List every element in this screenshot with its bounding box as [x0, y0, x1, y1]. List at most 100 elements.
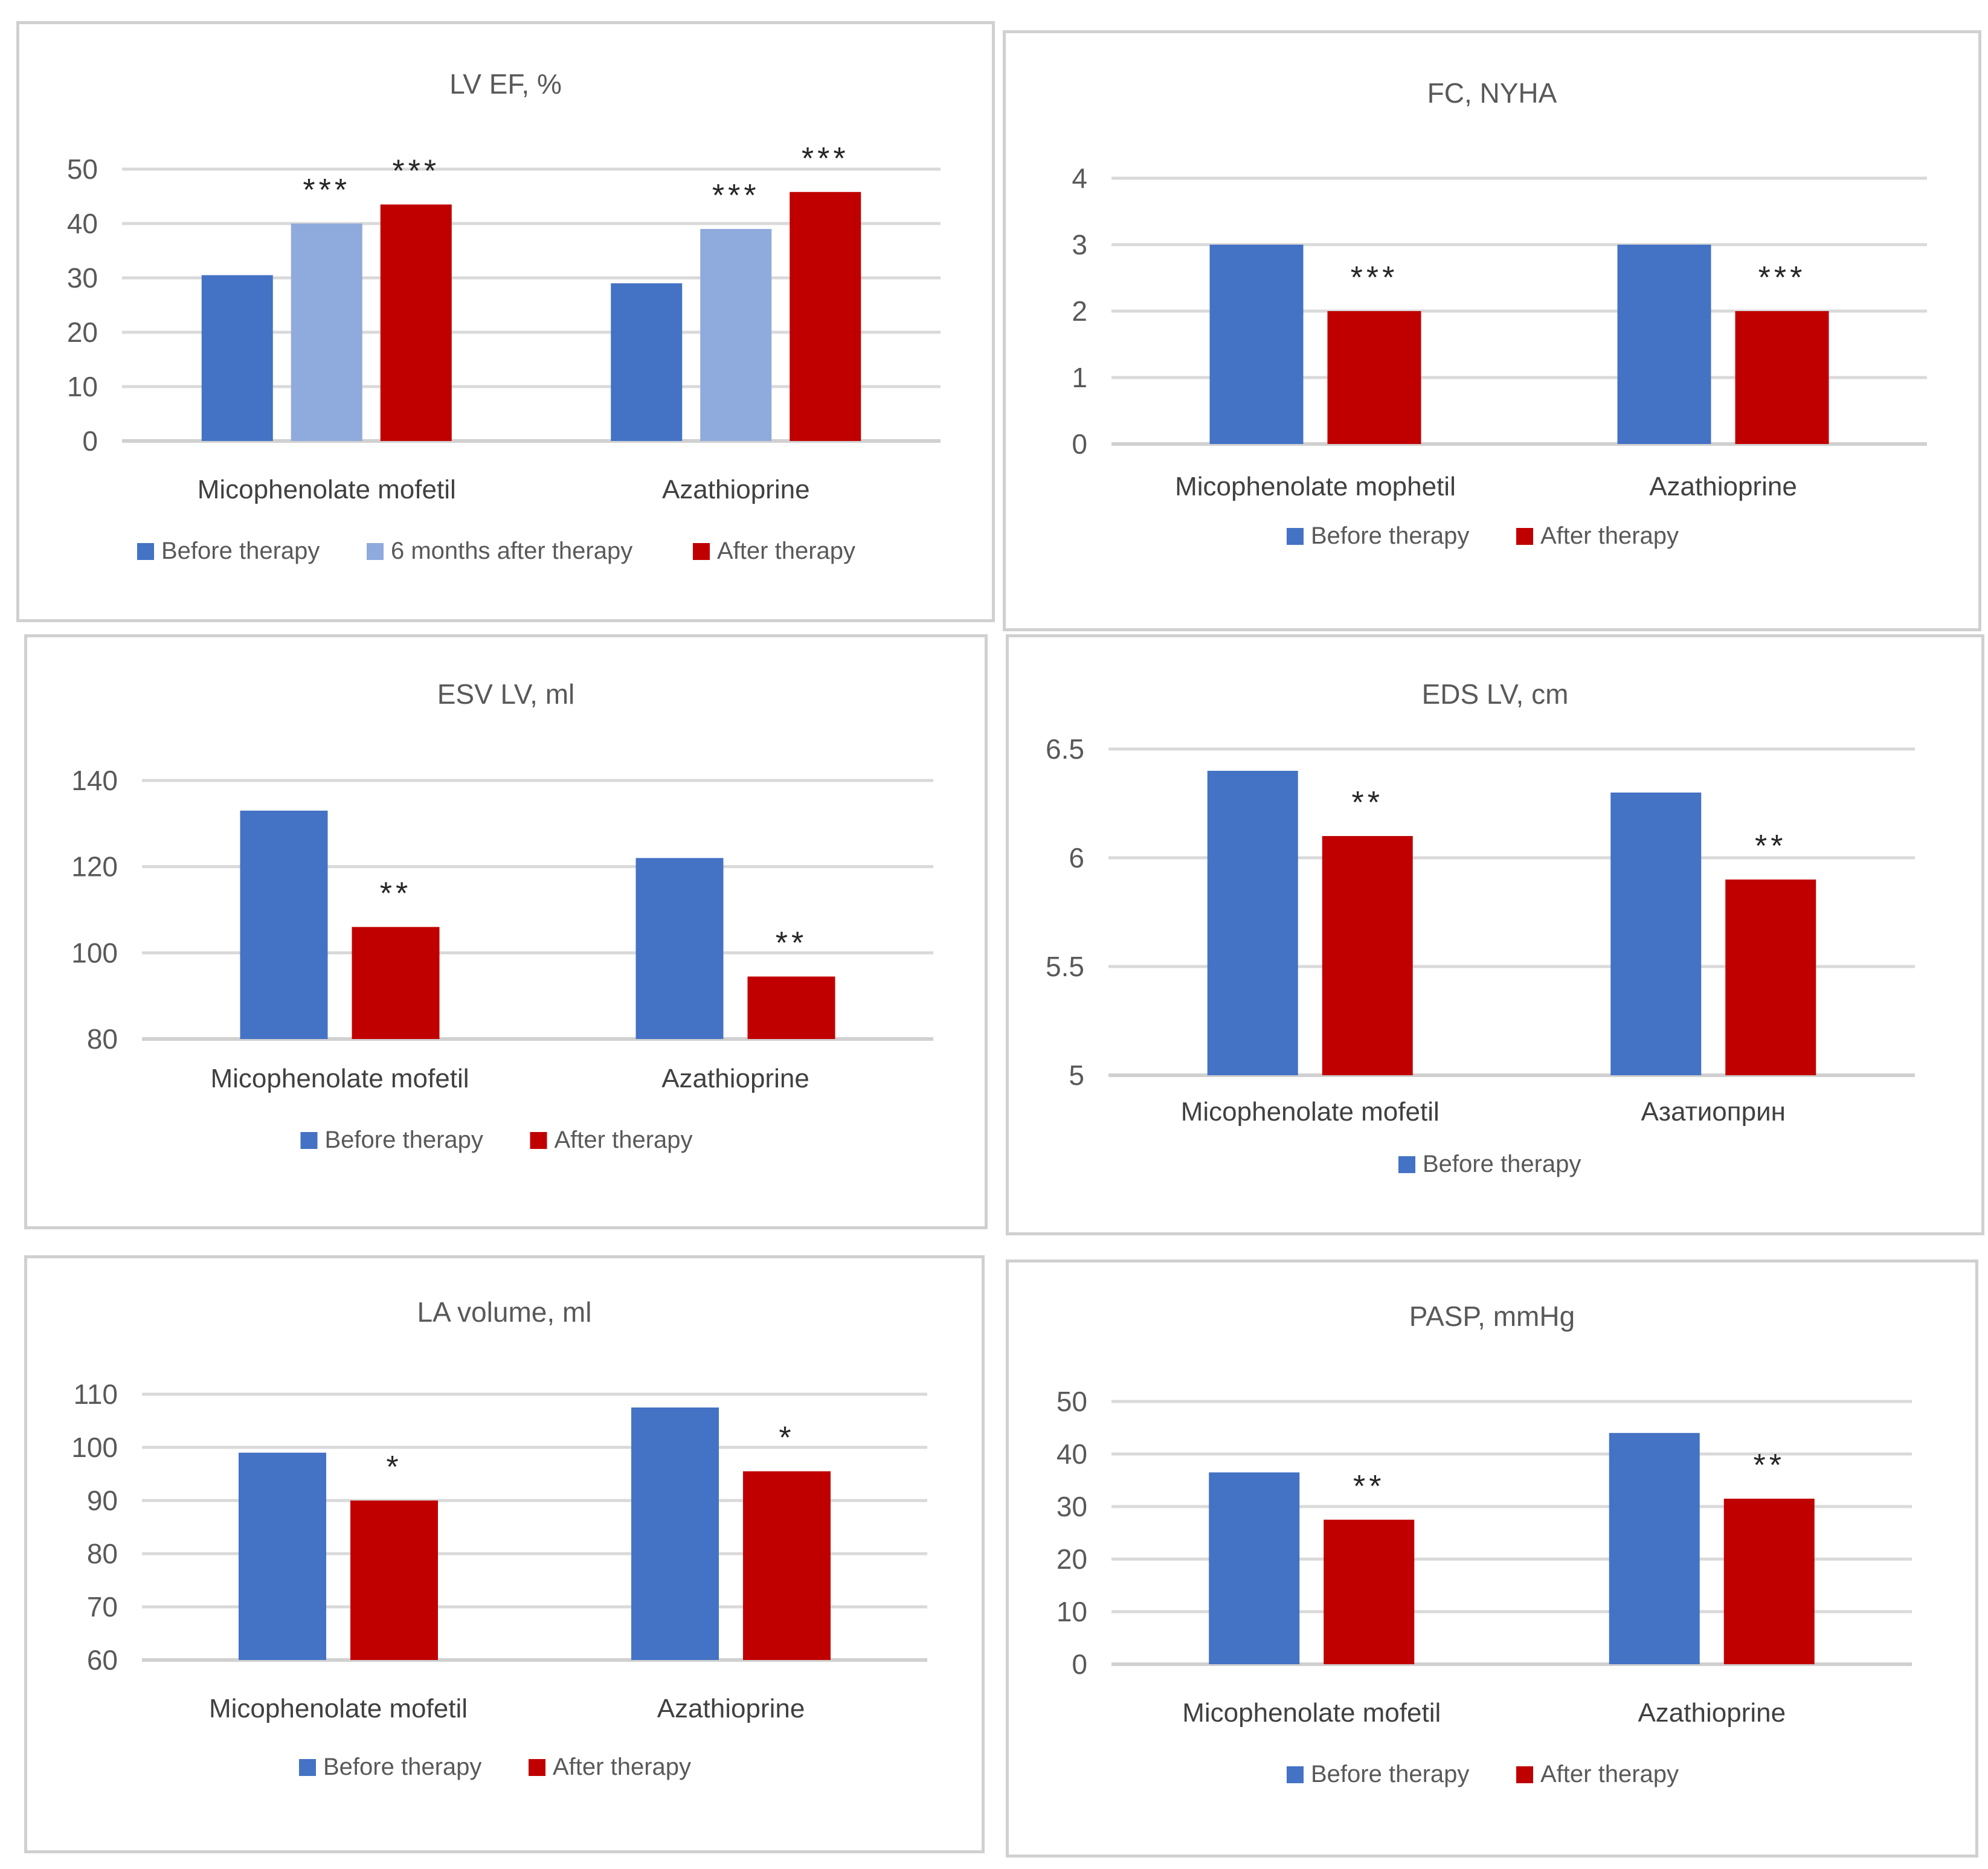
y-tick-label: 30: [67, 262, 98, 294]
bar[interactable]: [611, 283, 683, 441]
chart-svg: LA volume, ml 60 70 80 90 100 110 * Micophenolat…: [71, 1296, 927, 1780]
bar[interactable]: [1209, 1472, 1300, 1664]
y-tick-label: 100: [71, 937, 118, 968]
legend-swatch: [693, 543, 710, 560]
legend-swatch: [1516, 1766, 1533, 1783]
category-label: Micophenolate mofetil: [209, 1694, 468, 1723]
chart-panel-fc-nyha: FC, NYHA 0 1 2 3 4 *** Micophenolate mophetil **…: [1003, 30, 1981, 631]
category-label: Azathioprine: [1638, 1698, 1786, 1728]
legend-swatch: [530, 1132, 547, 1149]
bar[interactable]: [631, 1407, 719, 1660]
significance-label: ***: [392, 154, 440, 189]
category-label: Azathioprine: [661, 1064, 809, 1093]
bar[interactable]: [1322, 836, 1413, 1075]
chart-panel-pasp: PASP, mmHg 0 10 20 30 40 50 ** Micophenolate mof…: [1006, 1259, 1978, 1858]
significance-label: ***: [802, 141, 849, 176]
significance-label: ***: [1351, 260, 1398, 295]
chart-panel-eds-lv: EDS LV, cm 5 5.5 6 6.5 ** Micophenolate mofeti…: [1006, 634, 1984, 1235]
y-tick-label: 120: [71, 851, 118, 883]
y-tick-label: 5.5: [1046, 951, 1084, 982]
bar[interactable]: [291, 224, 362, 441]
chart-title: FC, NYHA: [1427, 77, 1557, 109]
legend-swatch: [299, 1759, 316, 1776]
legend-swatch: [529, 1759, 545, 1776]
significance-label: **: [1353, 1469, 1385, 1504]
chart-title: PASP, mmHg: [1409, 1301, 1575, 1332]
y-tick-label: 0: [1072, 428, 1087, 460]
bar[interactable]: [1735, 311, 1829, 444]
chart-svg: EDS LV, cm 5 5.5 6 6.5 ** Micophenolate mofeti…: [1046, 678, 1915, 1177]
y-tick-label: 20: [67, 317, 98, 348]
legend-label: Before therapy: [1311, 1761, 1469, 1787]
chart-title: LV EF, %: [449, 68, 562, 100]
significance-label: ***: [1758, 260, 1806, 295]
legend-label: Before therapy: [161, 538, 320, 564]
legend-label: 6 months after therapy: [391, 538, 632, 564]
bar[interactable]: [201, 275, 273, 442]
y-tick-label: 1: [1072, 362, 1087, 393]
y-tick-label: 20: [1057, 1543, 1087, 1575]
bar[interactable]: [240, 810, 328, 1039]
chart-title: LA volume, ml: [417, 1296, 592, 1328]
significance-label: *: [779, 1421, 794, 1456]
bar[interactable]: [790, 191, 861, 441]
bar[interactable]: [635, 858, 724, 1039]
y-tick-label: 6.5: [1046, 733, 1084, 765]
legend-swatch: [367, 543, 384, 560]
bar[interactable]: [1610, 793, 1702, 1075]
category-label: Азатиоприн: [1641, 1097, 1786, 1127]
y-tick-label: 40: [1057, 1438, 1087, 1470]
category-label: Azathioprine: [657, 1694, 805, 1723]
bar[interactable]: [1723, 1498, 1815, 1664]
bar[interactable]: [380, 204, 452, 442]
legend-label: After therapy: [1540, 1761, 1679, 1787]
legend-swatch: [300, 1132, 318, 1149]
y-tick-label: 50: [1057, 1386, 1087, 1417]
bar[interactable]: [747, 976, 835, 1039]
chart-svg: LV EF, % 0 10 20 30 40 50 *** *** Micophenolate m…: [67, 68, 941, 564]
y-tick-label: 140: [71, 765, 118, 796]
legend-swatch: [1398, 1156, 1415, 1173]
significance-label: **: [1754, 1448, 1785, 1483]
legend-label: After therapy: [555, 1127, 693, 1153]
bar[interactable]: [1324, 1519, 1415, 1664]
significance-label: **: [380, 877, 411, 912]
y-tick-label: 40: [67, 208, 98, 239]
bar[interactable]: [1725, 880, 1816, 1075]
category-label: Micophenolate mofetil: [1182, 1698, 1441, 1728]
y-tick-label: 70: [87, 1591, 118, 1623]
bar[interactable]: [1617, 245, 1711, 444]
significance-label: ***: [303, 173, 350, 208]
chart-panel-lv-ef: LV EF, % 0 10 20 30 40 50 *** *** Micophenolate m…: [16, 21, 995, 622]
bar[interactable]: [1209, 245, 1304, 444]
bar[interactable]: [350, 1501, 438, 1660]
y-tick-label: 110: [74, 1378, 118, 1410]
y-tick-label: 0: [1072, 1649, 1087, 1680]
bar[interactable]: [1207, 771, 1298, 1075]
y-tick-label: 100: [71, 1432, 118, 1463]
bar[interactable]: [239, 1452, 326, 1660]
y-tick-label: 60: [87, 1644, 118, 1676]
bar[interactable]: [700, 229, 772, 441]
chart-svg: ESV LV, ml 80 100 120 140 ** Micophenolate mof…: [71, 678, 933, 1153]
category-label: Micophenolate mophetil: [1175, 472, 1456, 501]
bar[interactable]: [1609, 1433, 1700, 1664]
significance-label: *: [386, 1450, 402, 1485]
bar[interactable]: [352, 927, 440, 1039]
significance-label: **: [1352, 785, 1383, 820]
bar[interactable]: [743, 1471, 831, 1660]
chart-panel-la-volume: LA volume, ml 60 70 80 90 100 110 * Micophenolat…: [24, 1255, 985, 1853]
significance-label: ***: [712, 178, 760, 213]
legend-label: Before therapy: [1311, 523, 1469, 549]
legend-label: Before therapy: [323, 1754, 481, 1780]
bar[interactable]: [1327, 311, 1421, 444]
y-tick-label: 0: [82, 425, 98, 457]
y-tick-label: 50: [67, 153, 98, 185]
legend-label: After therapy: [717, 538, 855, 564]
legend-swatch: [137, 543, 154, 560]
chart-svg: FC, NYHA 0 1 2 3 4 *** Micophenolate mophetil **…: [1072, 77, 1927, 549]
y-tick-label: 30: [1057, 1491, 1087, 1522]
chart-title: EDS LV, cm: [1422, 678, 1569, 710]
chart-title: ESV LV, ml: [437, 678, 575, 710]
legend-label: Before therapy: [325, 1127, 483, 1153]
